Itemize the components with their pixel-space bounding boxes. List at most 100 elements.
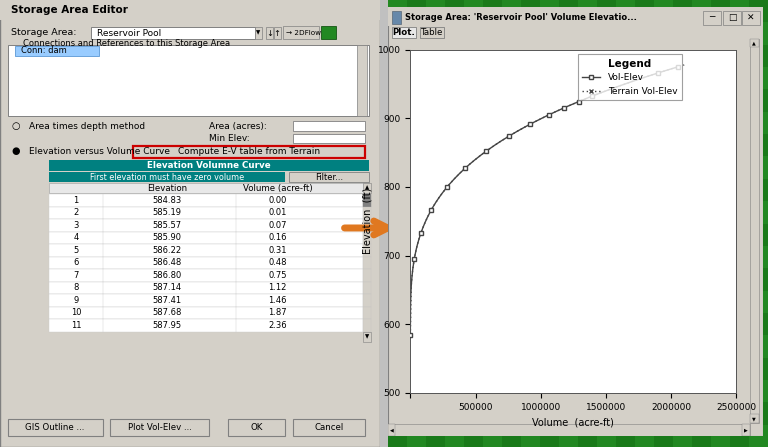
FancyBboxPatch shape bbox=[407, 425, 425, 447]
FancyBboxPatch shape bbox=[559, 22, 578, 45]
FancyBboxPatch shape bbox=[654, 134, 673, 156]
FancyBboxPatch shape bbox=[540, 224, 559, 246]
FancyBboxPatch shape bbox=[425, 358, 445, 380]
FancyBboxPatch shape bbox=[730, 156, 749, 179]
FancyBboxPatch shape bbox=[635, 67, 654, 89]
FancyBboxPatch shape bbox=[654, 335, 673, 358]
FancyBboxPatch shape bbox=[597, 291, 616, 313]
FancyBboxPatch shape bbox=[521, 291, 540, 313]
FancyBboxPatch shape bbox=[425, 0, 445, 22]
Text: ●: ● bbox=[12, 146, 20, 156]
FancyBboxPatch shape bbox=[8, 45, 369, 116]
FancyBboxPatch shape bbox=[749, 89, 768, 112]
Text: 586.22: 586.22 bbox=[153, 246, 182, 255]
FancyBboxPatch shape bbox=[464, 291, 483, 313]
FancyBboxPatch shape bbox=[559, 0, 578, 22]
FancyBboxPatch shape bbox=[597, 0, 616, 22]
FancyBboxPatch shape bbox=[425, 224, 445, 246]
FancyBboxPatch shape bbox=[388, 89, 407, 112]
Text: 8: 8 bbox=[74, 283, 78, 292]
FancyBboxPatch shape bbox=[692, 313, 711, 335]
FancyBboxPatch shape bbox=[445, 335, 464, 358]
FancyBboxPatch shape bbox=[673, 89, 692, 112]
Text: 0.07: 0.07 bbox=[268, 221, 286, 230]
FancyBboxPatch shape bbox=[388, 425, 407, 447]
FancyBboxPatch shape bbox=[521, 45, 540, 67]
FancyBboxPatch shape bbox=[654, 67, 673, 89]
FancyBboxPatch shape bbox=[635, 89, 654, 112]
FancyBboxPatch shape bbox=[673, 380, 692, 402]
Text: 3: 3 bbox=[74, 221, 78, 230]
FancyBboxPatch shape bbox=[616, 179, 635, 201]
FancyBboxPatch shape bbox=[363, 257, 372, 269]
FancyBboxPatch shape bbox=[540, 201, 559, 224]
Text: 587.95: 587.95 bbox=[153, 321, 182, 330]
FancyBboxPatch shape bbox=[597, 112, 616, 134]
FancyBboxPatch shape bbox=[654, 380, 673, 402]
FancyBboxPatch shape bbox=[363, 207, 372, 219]
FancyBboxPatch shape bbox=[730, 112, 749, 134]
Text: 1.46: 1.46 bbox=[268, 296, 286, 305]
FancyBboxPatch shape bbox=[730, 268, 749, 291]
FancyBboxPatch shape bbox=[749, 291, 768, 313]
FancyBboxPatch shape bbox=[578, 224, 597, 246]
FancyBboxPatch shape bbox=[419, 27, 444, 38]
FancyBboxPatch shape bbox=[464, 358, 483, 380]
FancyBboxPatch shape bbox=[540, 425, 559, 447]
Text: Area times depth method: Area times depth method bbox=[28, 122, 144, 131]
FancyBboxPatch shape bbox=[502, 179, 521, 201]
FancyBboxPatch shape bbox=[749, 402, 768, 425]
FancyBboxPatch shape bbox=[635, 291, 654, 313]
FancyBboxPatch shape bbox=[483, 380, 502, 402]
FancyBboxPatch shape bbox=[49, 160, 369, 171]
FancyBboxPatch shape bbox=[616, 313, 635, 335]
FancyBboxPatch shape bbox=[540, 0, 559, 22]
FancyBboxPatch shape bbox=[540, 268, 559, 291]
FancyBboxPatch shape bbox=[540, 358, 559, 380]
FancyBboxPatch shape bbox=[464, 313, 483, 335]
FancyBboxPatch shape bbox=[445, 112, 464, 134]
FancyBboxPatch shape bbox=[407, 134, 425, 156]
FancyBboxPatch shape bbox=[749, 45, 768, 67]
FancyBboxPatch shape bbox=[363, 307, 372, 319]
Text: Storage Area: 'Reservoir Pool' Volume Elevatio...: Storage Area: 'Reservoir Pool' Volume El… bbox=[405, 13, 637, 22]
FancyBboxPatch shape bbox=[654, 89, 673, 112]
FancyBboxPatch shape bbox=[49, 269, 363, 282]
FancyBboxPatch shape bbox=[673, 335, 692, 358]
FancyBboxPatch shape bbox=[723, 11, 741, 25]
FancyBboxPatch shape bbox=[540, 246, 559, 268]
FancyBboxPatch shape bbox=[363, 294, 372, 307]
Text: 0.00: 0.00 bbox=[268, 196, 286, 205]
FancyBboxPatch shape bbox=[502, 45, 521, 67]
FancyBboxPatch shape bbox=[654, 45, 673, 67]
Text: Volume (acre-ft): Volume (acre-ft) bbox=[243, 184, 313, 193]
FancyBboxPatch shape bbox=[49, 219, 363, 232]
FancyBboxPatch shape bbox=[502, 380, 521, 402]
FancyBboxPatch shape bbox=[388, 335, 407, 358]
FancyBboxPatch shape bbox=[711, 134, 730, 156]
FancyBboxPatch shape bbox=[692, 291, 711, 313]
FancyBboxPatch shape bbox=[635, 380, 654, 402]
FancyBboxPatch shape bbox=[363, 269, 372, 282]
FancyBboxPatch shape bbox=[692, 380, 711, 402]
FancyBboxPatch shape bbox=[742, 424, 750, 436]
FancyBboxPatch shape bbox=[654, 425, 673, 447]
FancyBboxPatch shape bbox=[559, 45, 578, 67]
FancyBboxPatch shape bbox=[502, 402, 521, 425]
FancyBboxPatch shape bbox=[445, 246, 464, 268]
FancyBboxPatch shape bbox=[635, 402, 654, 425]
FancyBboxPatch shape bbox=[692, 112, 711, 134]
FancyBboxPatch shape bbox=[255, 27, 262, 39]
Text: Elevation Volumne Curve: Elevation Volumne Curve bbox=[147, 161, 271, 170]
FancyBboxPatch shape bbox=[616, 67, 635, 89]
FancyBboxPatch shape bbox=[711, 22, 730, 45]
FancyBboxPatch shape bbox=[407, 268, 425, 291]
Text: Min Elev:: Min Elev: bbox=[209, 134, 250, 143]
FancyBboxPatch shape bbox=[749, 335, 768, 358]
FancyBboxPatch shape bbox=[445, 291, 464, 313]
FancyBboxPatch shape bbox=[578, 402, 597, 425]
FancyBboxPatch shape bbox=[559, 156, 578, 179]
FancyBboxPatch shape bbox=[635, 335, 654, 358]
FancyBboxPatch shape bbox=[540, 89, 559, 112]
FancyBboxPatch shape bbox=[578, 313, 597, 335]
